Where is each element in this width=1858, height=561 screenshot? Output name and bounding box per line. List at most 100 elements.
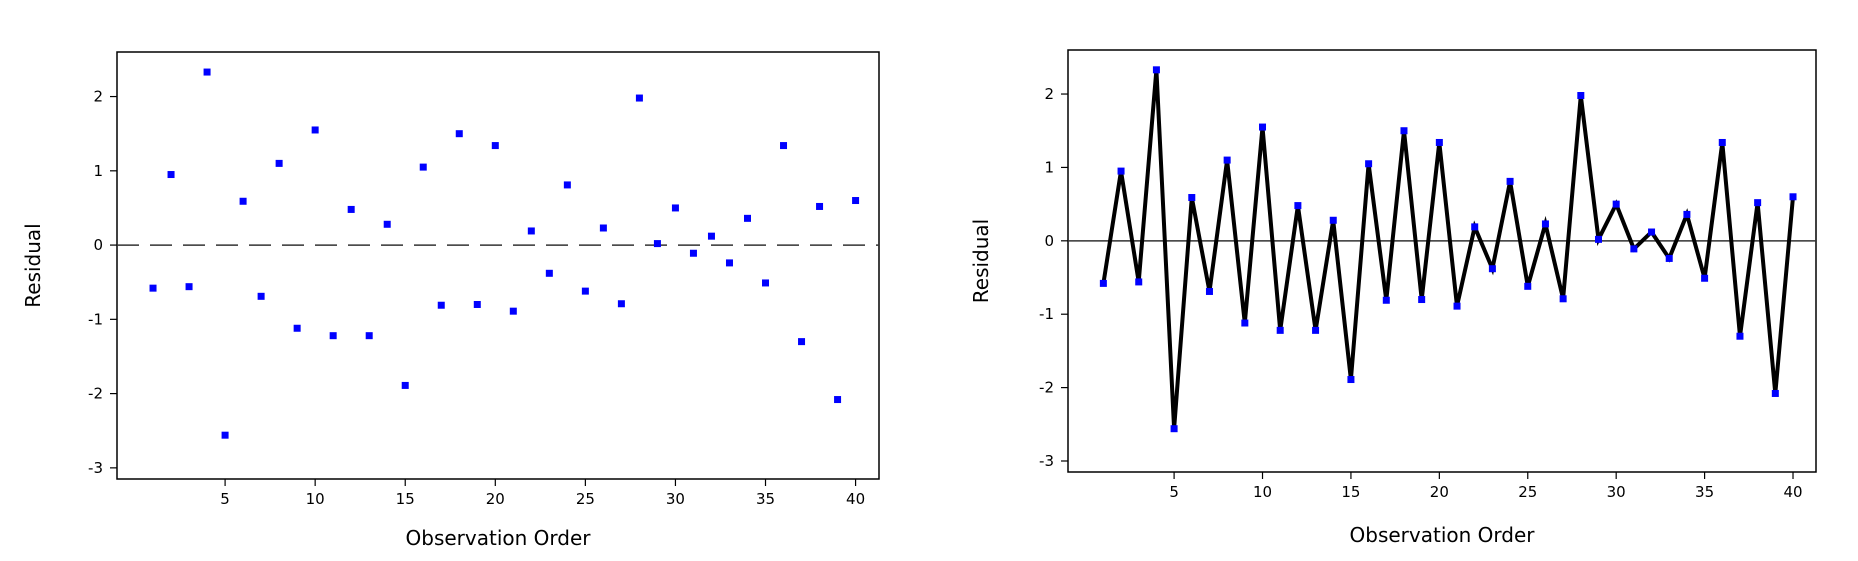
y-tick-label: 1 xyxy=(93,162,103,180)
residual-point xyxy=(1524,282,1532,290)
residual-point xyxy=(257,292,265,300)
residual-point xyxy=(455,130,463,138)
y-axis-label: Residual xyxy=(969,219,993,303)
residual-point xyxy=(834,396,842,404)
residual-point xyxy=(527,227,535,235)
residual-point xyxy=(383,220,391,228)
residual-point xyxy=(1170,425,1178,433)
residual-point xyxy=(1152,66,1160,74)
y-axis-label: Residual xyxy=(21,223,45,307)
residual-point xyxy=(1541,220,1549,228)
residual-point xyxy=(798,338,806,346)
y-tick-label: -3 xyxy=(88,459,103,477)
residual-point xyxy=(1612,200,1620,208)
residual-point xyxy=(1188,194,1196,202)
y-tick-label: 0 xyxy=(1044,232,1054,250)
residual-point xyxy=(1294,202,1302,210)
x-tick-label: 40 xyxy=(846,490,865,508)
residual-point xyxy=(167,171,175,179)
residual-point xyxy=(1488,265,1496,273)
residual-point xyxy=(545,269,553,277)
residual-point xyxy=(293,324,301,332)
y-tick-label: 0 xyxy=(93,236,103,254)
y-tick-label: 2 xyxy=(93,88,103,106)
residual-point xyxy=(617,300,625,308)
residual-point xyxy=(329,332,337,340)
residual-point xyxy=(1382,296,1390,304)
residual-point xyxy=(1259,123,1267,131)
x-tick-label: 15 xyxy=(1341,483,1360,501)
residual-point xyxy=(743,214,751,222)
residual-point xyxy=(1718,138,1726,146)
plot-frame xyxy=(116,51,880,480)
residual-point xyxy=(1329,216,1337,224)
residual-point xyxy=(1205,287,1213,295)
residual-point xyxy=(239,197,247,205)
residual-point xyxy=(509,307,517,315)
residual-point xyxy=(1789,193,1797,201)
residual-point xyxy=(1665,254,1673,262)
x-tick-label: 20 xyxy=(486,490,505,508)
residual-point xyxy=(203,68,211,76)
x-tick-label: 35 xyxy=(1695,483,1714,501)
residual-point xyxy=(1771,389,1779,397)
residual-point xyxy=(275,159,283,167)
residual-point xyxy=(1276,326,1284,334)
residual-point xyxy=(689,249,697,257)
y-tick-label: 1 xyxy=(1044,158,1054,176)
x-tick-label: 20 xyxy=(1430,483,1449,501)
residual-point xyxy=(581,287,589,295)
residual-series-line xyxy=(1101,69,1795,429)
residual-point xyxy=(653,240,661,248)
y-tick-label: 2 xyxy=(1044,85,1054,103)
y-tick-label: -1 xyxy=(88,310,103,328)
residual-point xyxy=(1471,223,1479,231)
residual-point xyxy=(1736,332,1744,340)
residual-point xyxy=(1648,228,1656,236)
residual-point xyxy=(563,181,571,189)
x-tick-label: 5 xyxy=(220,490,230,508)
residual-point xyxy=(1630,245,1638,253)
residual-point xyxy=(1117,167,1125,175)
residual-point xyxy=(852,197,860,205)
residual-point xyxy=(1453,302,1461,310)
residual-point xyxy=(707,232,715,240)
x-tick-label: 10 xyxy=(306,490,325,508)
residual-point xyxy=(1754,199,1762,207)
residual-point xyxy=(1506,177,1514,185)
y-tick-label: -2 xyxy=(1039,379,1054,397)
residual-point xyxy=(437,301,445,309)
x-tick-label: 25 xyxy=(576,490,595,508)
residual-point xyxy=(1223,156,1231,164)
residual-point xyxy=(1135,278,1143,286)
residual-point xyxy=(419,163,427,171)
x-axis-label: Observation Order xyxy=(1350,523,1536,547)
residual-point xyxy=(1347,376,1355,384)
residual-point xyxy=(780,142,788,150)
residual-point xyxy=(1312,326,1320,334)
residual-point xyxy=(185,283,193,291)
residual-point xyxy=(1683,210,1691,218)
residual-point xyxy=(1435,138,1443,146)
residual-point xyxy=(1400,127,1408,135)
x-tick-label: 30 xyxy=(666,490,685,508)
residual-point xyxy=(401,381,409,389)
residual-point xyxy=(725,259,733,267)
residual-point xyxy=(816,202,824,210)
residual-point xyxy=(1099,279,1107,287)
x-tick-label: 35 xyxy=(756,490,775,508)
residual-point xyxy=(365,332,373,340)
residual-point xyxy=(491,142,499,150)
y-tick-label: -3 xyxy=(1039,452,1054,470)
x-tick-label: 15 xyxy=(396,490,415,508)
x-tick-label: 5 xyxy=(1169,483,1179,501)
y-tick-label: -1 xyxy=(1039,305,1054,323)
residual-point xyxy=(347,205,355,213)
residual-point xyxy=(149,284,157,292)
x-tick-label: 30 xyxy=(1607,483,1626,501)
x-axis-label: Observation Order xyxy=(406,526,592,550)
residual-point xyxy=(1577,92,1585,100)
